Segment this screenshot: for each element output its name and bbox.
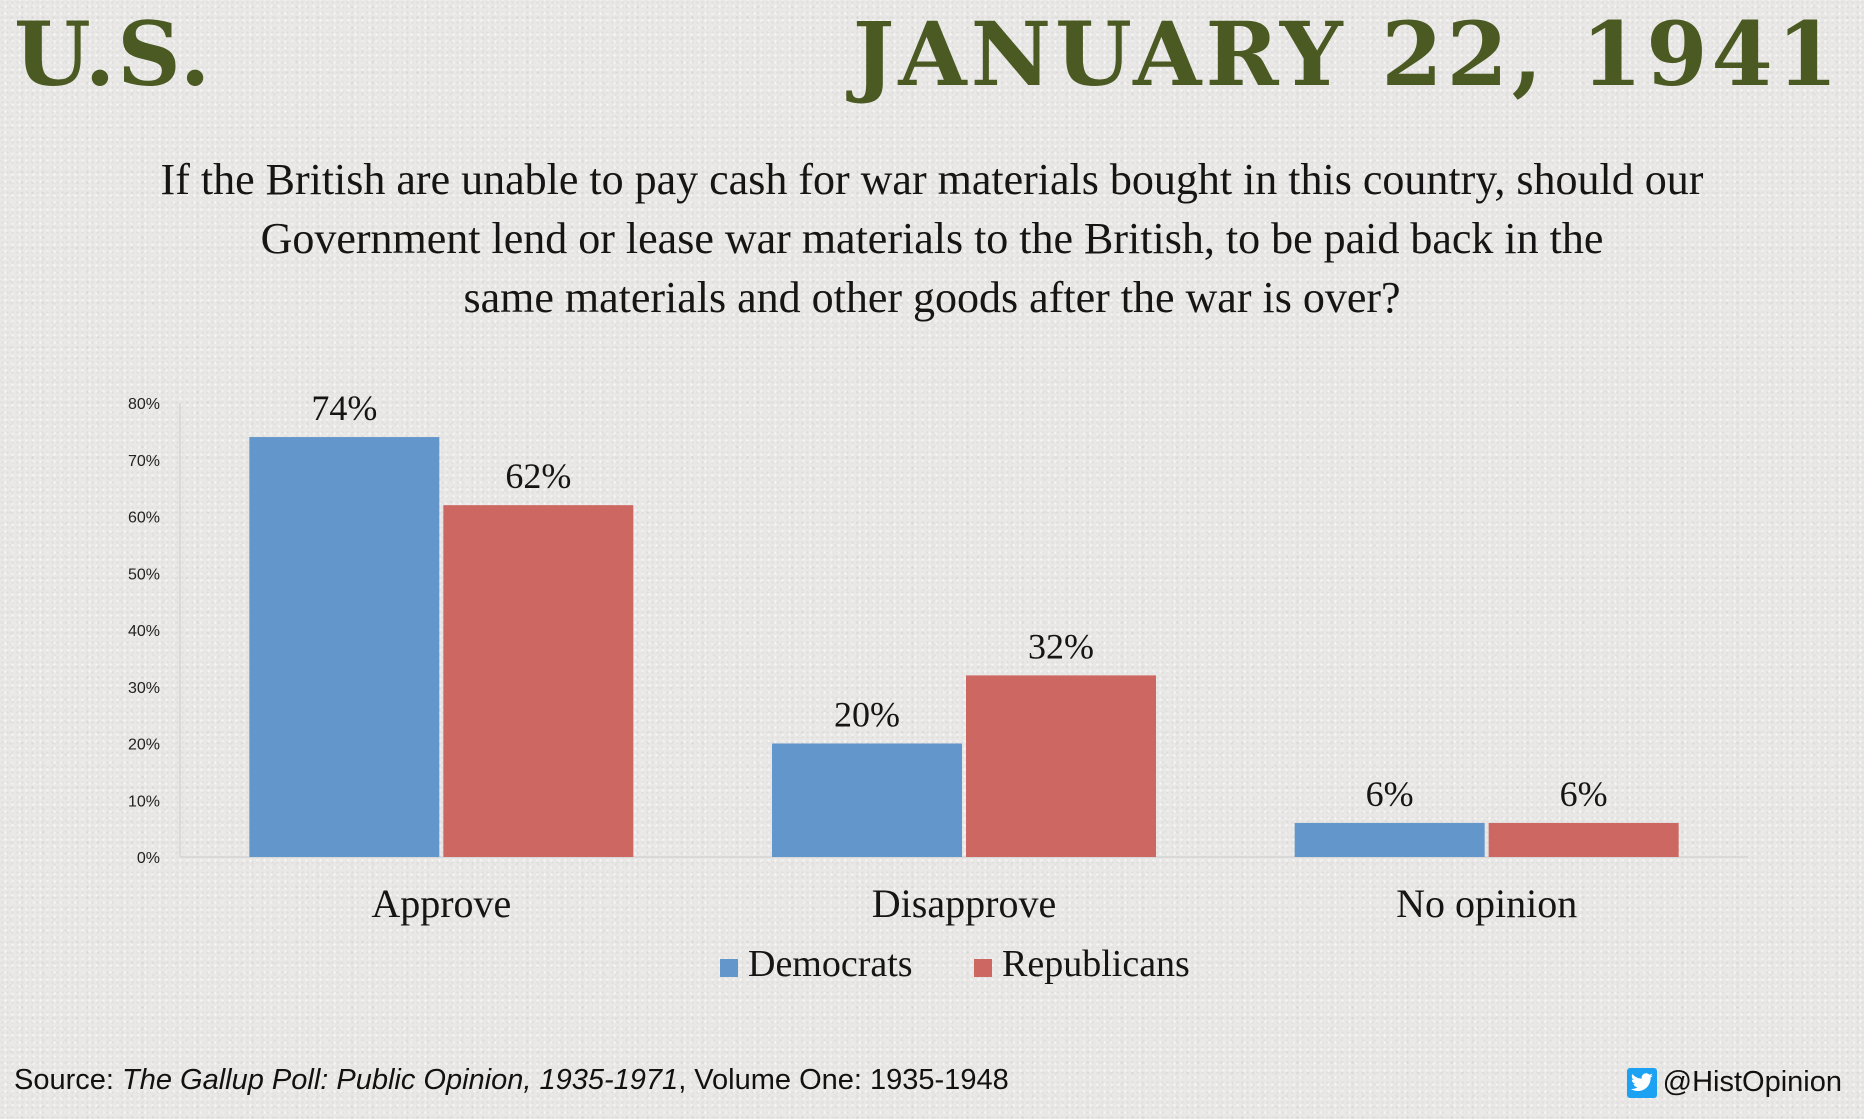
question-line-1: If the British are unable to pay cash fo… [160,155,1704,204]
data-label: 74% [311,388,377,428]
poll-question: If the British are unable to pay cash fo… [30,150,1834,327]
y-tick-label: 0% [137,850,160,867]
source-prefix: Source: [14,1064,122,1096]
bar [1294,822,1485,857]
data-label: 62% [505,456,571,496]
bar-chart: 0% 10% 20% 30% 40% 50% 60% 70% 80% 74% 62% Approve 2… [128,388,1748,985]
legend-swatch [974,959,992,977]
legend-label: Democrats [748,943,913,985]
y-tick-label: 70% [128,453,160,470]
legend-swatch [720,959,738,977]
bar [249,437,440,857]
legend-label: Republicans [1002,943,1190,985]
y-tick-label: 20% [128,737,160,754]
question-line-3: same materials and other goods after the… [463,273,1401,322]
header-country: U.S. [14,2,213,106]
data-label: 6% [1560,774,1608,814]
source-citation: Source: The Gallup Poll: Public Opinion,… [14,1064,1009,1097]
y-tick-label: 80% [128,396,160,413]
data-label: 32% [1028,626,1094,666]
bar [1488,822,1679,857]
twitter-bird-icon [1626,1067,1657,1098]
data-label: 20% [834,695,900,735]
data-label: 6% [1366,774,1414,814]
source-title: The Gallup Poll: Public Opinion, 1935-19… [122,1064,679,1096]
bar [772,743,962,857]
y-tick-label: 50% [128,566,160,583]
source-suffix: , Volume One: 1935-1948 [678,1064,1009,1096]
question-line-2: Government lend or lease war materials t… [260,214,1604,263]
y-tick-label: 30% [128,680,160,697]
header-date: JANUARY 22, 1941 [852,2,1842,106]
category-label: Disapprove [872,881,1056,926]
twitter-handle-text: @HistOpinion [1662,1066,1842,1098]
y-tick-label: 40% [128,623,160,640]
y-tick-label: 10% [128,793,160,810]
bar [966,675,1156,857]
y-tick-label: 60% [128,510,160,527]
bar [443,505,634,857]
twitter-handle[interactable]: @HistOpinion [1626,1066,1842,1099]
category-label: Approve [371,881,511,926]
category-label: No opinion [1396,881,1577,926]
